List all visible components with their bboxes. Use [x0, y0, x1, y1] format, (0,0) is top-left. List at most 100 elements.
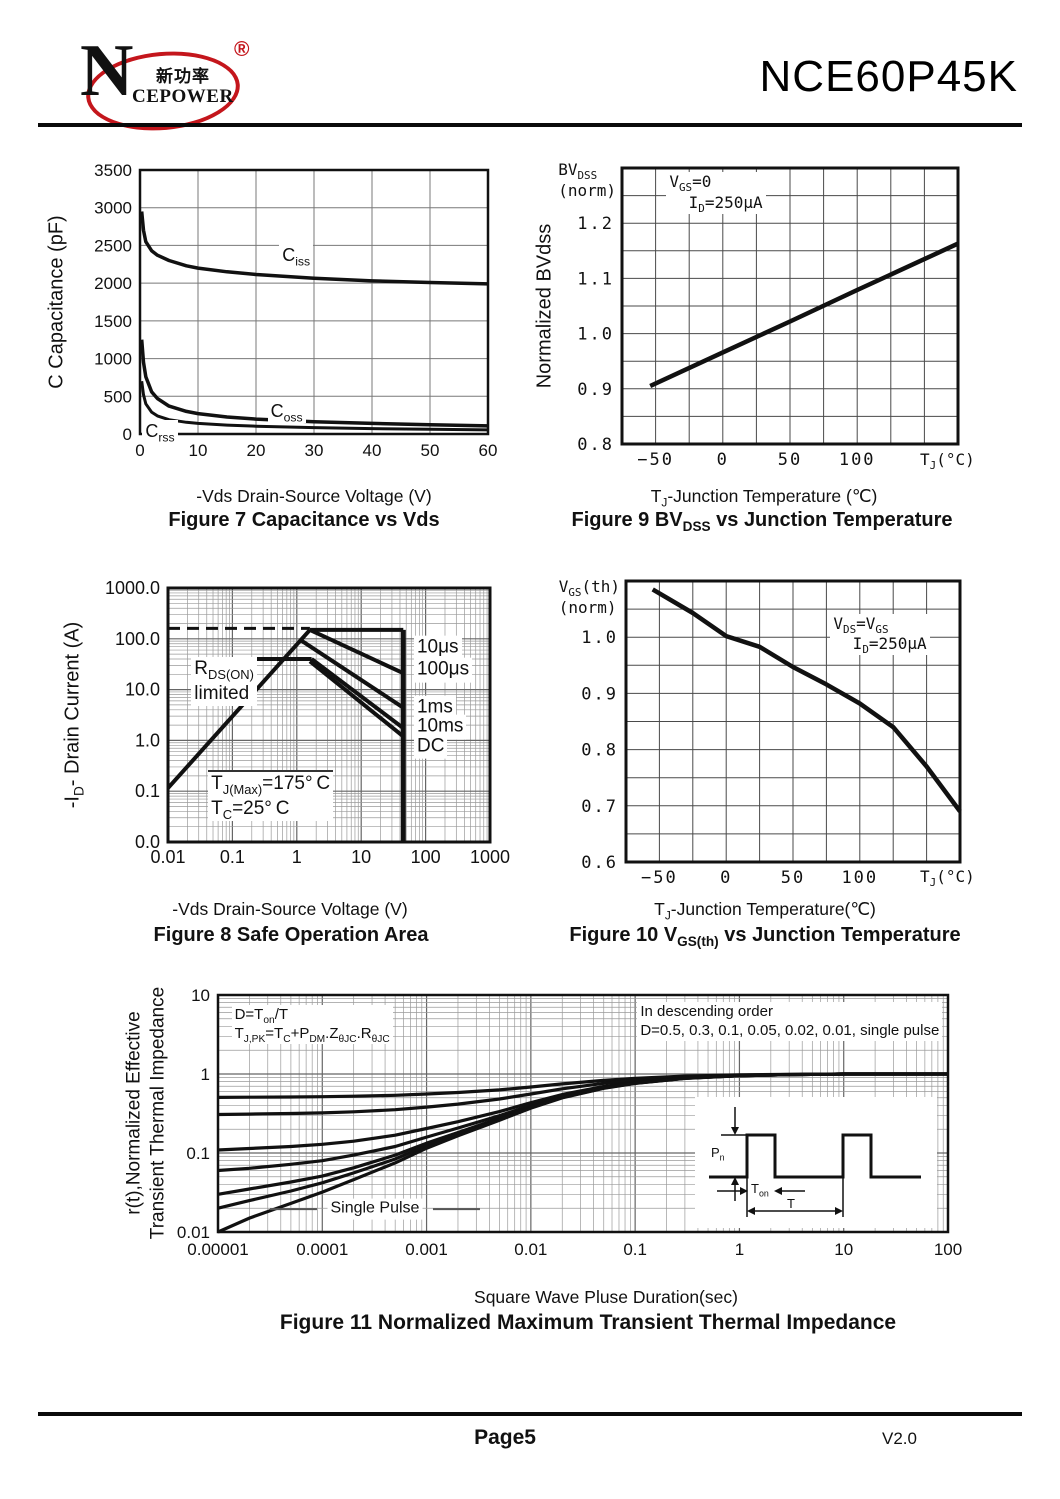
figure10-x-axis-title: TJ-Junction Temperature(℃) — [654, 899, 876, 923]
svg-text:10.0: 10.0 — [125, 680, 160, 700]
svg-text:0.9: 0.9 — [577, 380, 614, 400]
svg-text:0: 0 — [135, 441, 144, 460]
figure9-x-axis-title: TJ-Junction Temperature (℃) — [650, 486, 878, 510]
chart-annotation: Single Pulse — [327, 1198, 423, 1220]
chart-annotation: Coss — [267, 400, 306, 424]
svg-text:100: 100 — [839, 450, 876, 470]
svg-text:0: 0 — [123, 425, 132, 444]
svg-text:10: 10 — [189, 441, 208, 460]
header-divider — [38, 123, 1022, 127]
svg-text:0.8: 0.8 — [577, 435, 614, 455]
svg-text:0: 0 — [720, 868, 732, 888]
inset-pn-label: Pn — [711, 1145, 725, 1163]
svg-text:−50: −50 — [641, 868, 678, 888]
svg-text:1.0: 1.0 — [581, 628, 618, 648]
svg-text:0.1: 0.1 — [623, 1240, 647, 1259]
svg-text:1000: 1000 — [94, 350, 132, 369]
figure7-capacitance-chart: 0 10 20 30 40 50 60 0 500 1000 1500 2000 2500 3000 350… — [94, 161, 497, 460]
figure8-soa-chart: 0.01 0.1 1 10 100 1000 1000.0 100.0 10.0 1.0 0.1 0.… — [105, 578, 510, 867]
svg-text:1: 1 — [735, 1240, 744, 1259]
svg-text:100.0: 100.0 — [115, 629, 160, 649]
chart-annotation: TJ(°C) — [920, 450, 975, 473]
svg-text:−50: −50 — [637, 450, 674, 470]
svg-text:2500: 2500 — [94, 236, 132, 255]
svg-text:50: 50 — [421, 441, 440, 460]
svg-text:1: 1 — [201, 1065, 210, 1084]
chart-annotation: VGS(th) (norm) — [558, 577, 620, 617]
figure8-caption: Figure 8 Safe Operation Area — [153, 924, 429, 946]
svg-text:40: 40 — [363, 441, 382, 460]
figure7-caption: Figure 7 Capacitance vs Vds — [168, 509, 440, 531]
svg-text:1000: 1000 — [470, 847, 510, 867]
svg-text:0: 0 — [717, 450, 729, 470]
registered-trademark-icon: ® — [234, 38, 250, 61]
svg-text:0.8: 0.8 — [581, 741, 618, 761]
svg-text:1500: 1500 — [94, 312, 132, 331]
svg-text:0.0: 0.0 — [135, 832, 160, 852]
page-number: Page5 — [474, 1426, 536, 1449]
svg-text:1.0: 1.0 — [135, 730, 160, 750]
figure11-x-axis-title: Square Wave Pluse Duration(sec) — [474, 1287, 738, 1307]
svg-text:10: 10 — [834, 1240, 853, 1259]
brand-name-english: CEPOWER — [132, 86, 234, 107]
svg-text:0.1: 0.1 — [186, 1144, 210, 1163]
chart-annotation: TJ(°C) — [920, 867, 975, 890]
chart-annotation: BVDSS (norm) — [558, 160, 616, 200]
chart-annotation: VGS=0 ID=250μA — [666, 172, 766, 214]
document-version: V2.0 — [882, 1429, 917, 1448]
svg-text:500: 500 — [104, 387, 132, 406]
chart-annotation: In descending order D=0.5, 0.3, 0.1, 0.05… — [637, 1001, 943, 1041]
figure11-caption: Figure 11 Normalized Maximum Transient T… — [279, 1311, 897, 1334]
svg-text:0.1: 0.1 — [220, 847, 245, 867]
figure7-x-axis-title: -Vds Drain-Source Voltage (V) — [196, 486, 432, 506]
chart-annotation: 100μs — [413, 657, 473, 683]
logo-n-glyph: N — [80, 30, 134, 112]
svg-text:50: 50 — [778, 450, 802, 470]
svg-text:0.0001: 0.0001 — [296, 1240, 348, 1259]
figure9-caption: Figure 9 BVDSS vs Junction Temperature — [571, 509, 953, 534]
svg-text:30: 30 — [305, 441, 324, 460]
svg-text:60: 60 — [479, 441, 498, 460]
figure8-y-axis-title: -ID- Drain Current (A) — [61, 621, 87, 809]
svg-text:0.9: 0.9 — [581, 684, 618, 704]
svg-text:10: 10 — [351, 847, 371, 867]
svg-text:100: 100 — [934, 1240, 962, 1259]
inset-t-label: T — [787, 1196, 795, 1211]
figure10-caption: Figure 10 VGS(th) vs Junction Temperatur… — [569, 924, 961, 949]
figure11-y-axis-title: r(t),Normalized Effective Transient Therm… — [123, 986, 168, 1240]
figure8-x-axis-title: -Vds Drain-Source Voltage (V) — [172, 899, 408, 919]
svg-text:0.01: 0.01 — [514, 1240, 547, 1259]
svg-text:0.6: 0.6 — [581, 853, 618, 873]
svg-text:1: 1 — [292, 847, 302, 867]
svg-text:0.00001: 0.00001 — [187, 1240, 248, 1259]
figure11-thermal-impedance-chart: Pn Ton T 0.00001 0.0001 0.001 0.01 0.1 1 10 100… — [177, 986, 962, 1259]
svg-text:20: 20 — [247, 441, 266, 460]
chart-annotation: DC — [413, 734, 448, 760]
svg-text:1.0: 1.0 — [577, 325, 614, 345]
chart-annotation: TJ(Max)=175° C TC=25° C — [208, 770, 334, 822]
inset-ton-label: Ton — [751, 1181, 769, 1199]
part-number-title: NCE60P45K — [759, 52, 1018, 101]
footer-divider — [38, 1412, 1022, 1416]
svg-text:0.001: 0.001 — [405, 1240, 448, 1259]
chart-annotation: RDS(ON) limited — [191, 656, 257, 707]
brand-name-chinese: 新功率 — [156, 67, 210, 87]
figure7-y-axis-title: C Capacitance (pF) — [45, 215, 68, 389]
duty-cycle-waveform-inset: Pn Ton T — [695, 1097, 937, 1228]
chart-annotation: Ciss — [279, 243, 314, 268]
chart-annotation: 10μs — [413, 635, 462, 661]
figure9-bvdss-chart: −50 0 50 100 0.8 0.9 1.0 1.1 1.2 BVDSS (norm) VGS=0… — [558, 160, 975, 471]
chart-annotation: Crss — [142, 419, 178, 443]
brand-logo: N 新功率 CEPOWER ® — [72, 16, 262, 137]
svg-text:100: 100 — [841, 868, 878, 888]
svg-text:3500: 3500 — [94, 161, 132, 180]
svg-text:2000: 2000 — [94, 274, 132, 293]
svg-text:0.01: 0.01 — [150, 847, 185, 867]
svg-text:3000: 3000 — [94, 199, 132, 218]
svg-text:10: 10 — [191, 986, 210, 1005]
chart-annotation: VDS=VGS ID=250μA — [830, 613, 930, 656]
svg-text:0.7: 0.7 — [581, 797, 618, 817]
pulse-waveform-diagram — [709, 1107, 921, 1217]
figure10-vgsth-chart: −50 0 50 100 0.6 0.7 0.8 0.9 1.0 VGS(th) (norm) VDS… — [559, 577, 975, 888]
